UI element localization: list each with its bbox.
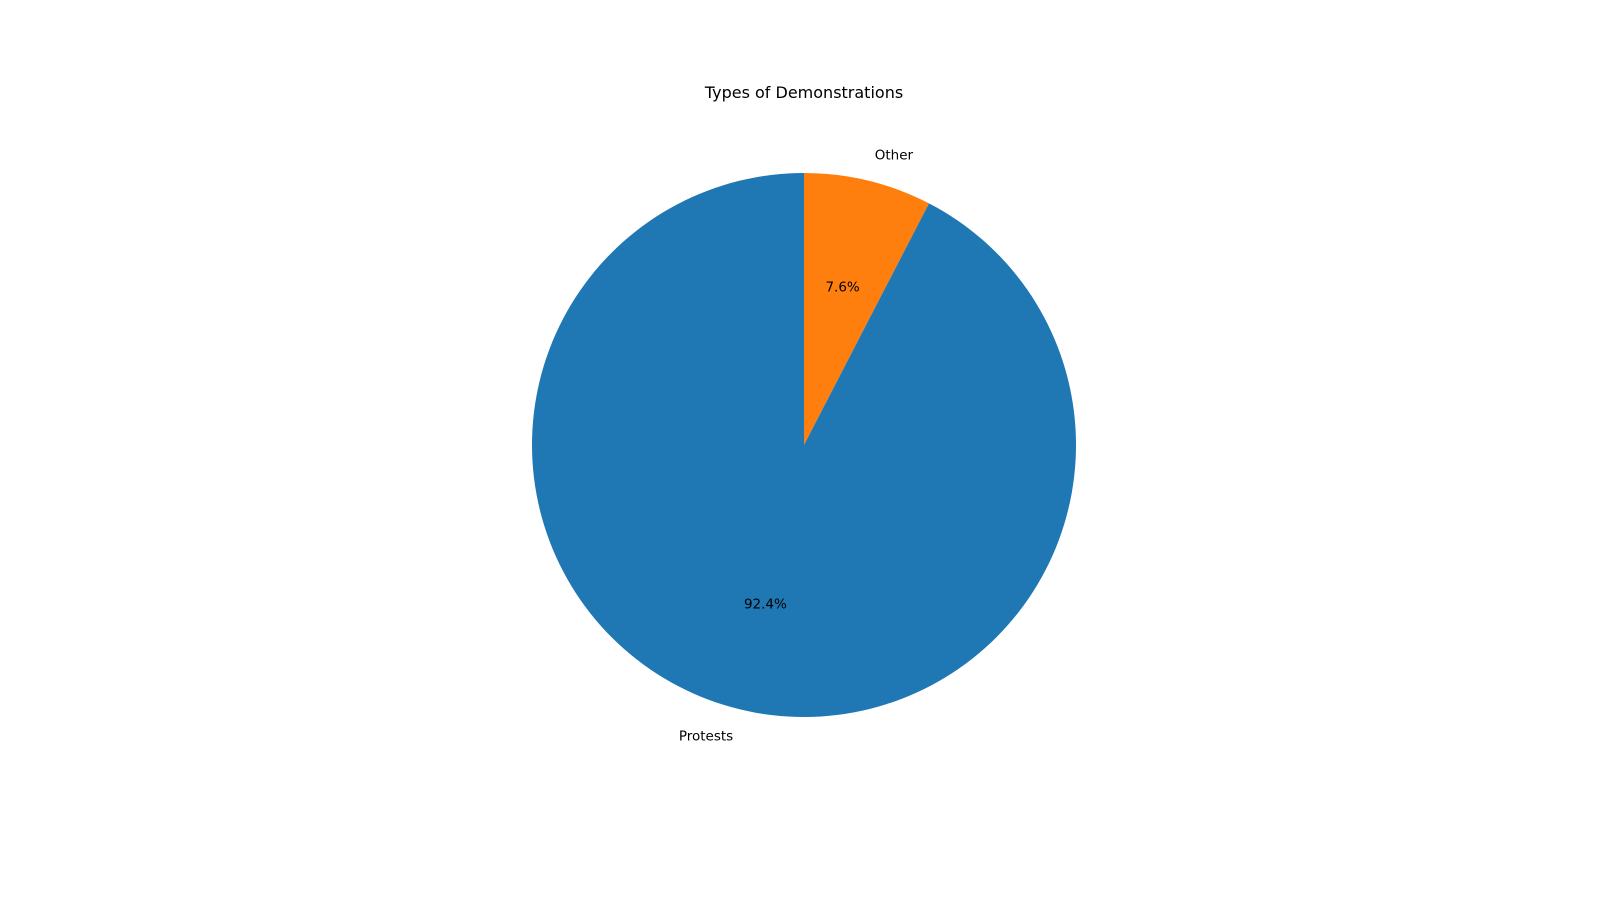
pie-slice-protests — [532, 173, 1076, 717]
slice-label-other: Other — [875, 147, 914, 163]
pie-slices — [532, 173, 1076, 717]
slice-label-protests: Protests — [679, 729, 733, 745]
pie-labels: Other 7.6% Protests 92.4% — [679, 147, 914, 744]
chart-title: Types of Demonstrations — [704, 83, 903, 102]
pie-slice-other — [804, 173, 930, 445]
slice-percent-other: 7.6% — [825, 279, 859, 295]
slice-percent-protests: 92.4% — [744, 597, 787, 613]
